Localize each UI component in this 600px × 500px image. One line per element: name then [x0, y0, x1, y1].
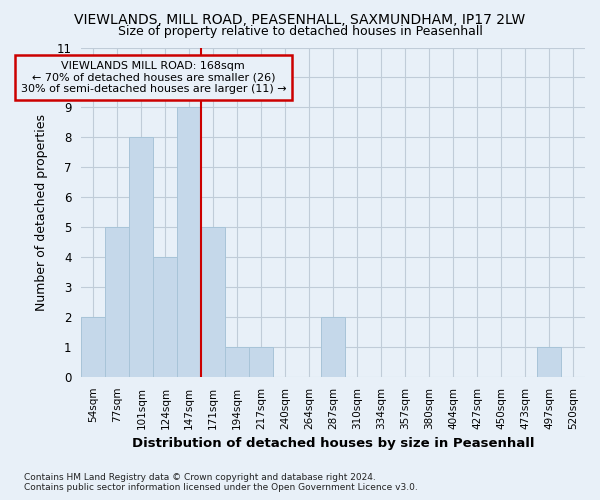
Bar	[130, 138, 154, 377]
Bar	[249, 347, 273, 377]
Bar	[178, 108, 201, 377]
Text: Contains HM Land Registry data © Crown copyright and database right 2024.
Contai: Contains HM Land Registry data © Crown c…	[24, 473, 418, 492]
Bar	[82, 317, 106, 377]
Bar	[201, 227, 225, 377]
Bar	[321, 317, 345, 377]
Bar	[537, 347, 561, 377]
Bar	[154, 257, 178, 377]
Text: VIEWLANDS MILL ROAD: 168sqm
← 70% of detached houses are smaller (26)
30% of sem: VIEWLANDS MILL ROAD: 168sqm ← 70% of det…	[20, 61, 286, 94]
Y-axis label: Number of detached properties: Number of detached properties	[35, 114, 49, 310]
Bar	[225, 347, 249, 377]
Text: VIEWLANDS, MILL ROAD, PEASENHALL, SAXMUNDHAM, IP17 2LW: VIEWLANDS, MILL ROAD, PEASENHALL, SAXMUN…	[74, 12, 526, 26]
Bar	[106, 227, 130, 377]
X-axis label: Distribution of detached houses by size in Peasenhall: Distribution of detached houses by size …	[132, 437, 535, 450]
Text: Size of property relative to detached houses in Peasenhall: Size of property relative to detached ho…	[118, 25, 482, 38]
